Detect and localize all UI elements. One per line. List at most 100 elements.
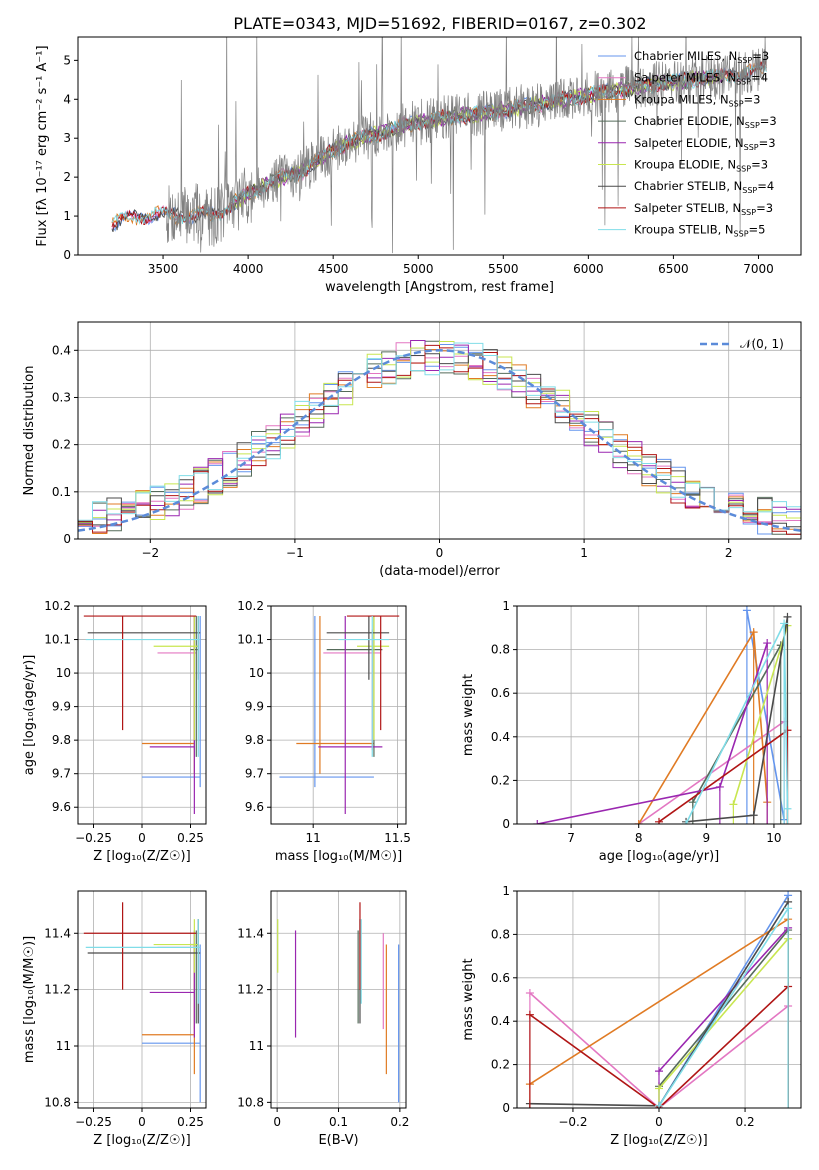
legend-text-part: Salpeter MILES, N xyxy=(634,71,736,85)
x-tick-label: 0 xyxy=(655,1115,663,1129)
plot-area xyxy=(83,902,201,1103)
y-tick-label: 0.6 xyxy=(491,686,510,700)
y-tick-label: 0.8 xyxy=(491,643,510,657)
x-tick-label: 7000 xyxy=(743,262,774,276)
y-tick-label: 4 xyxy=(63,92,71,106)
histogram-salpeter-stelib xyxy=(78,344,801,535)
y-tick-label: 3 xyxy=(63,131,71,145)
y-tick-label: 0.4 xyxy=(491,1014,510,1028)
y-tick-label: 0.4 xyxy=(491,730,510,744)
y-axis-label: mass [log₁₀(M/M☉)] xyxy=(22,936,37,1063)
x-axis-label: Z [log₁₀(Z/Z☉)] xyxy=(93,849,190,864)
x-tick-label: −0.2 xyxy=(558,1115,587,1129)
legend-text-part: Chabrier MILES, N xyxy=(634,49,737,63)
y-tick-label: 0.4 xyxy=(52,343,71,357)
y-tick-label: 9.8 xyxy=(52,733,71,747)
panel-spectrum: 3500 4000 4500 5000 5500 6000 6500 7000 0 1 2 3 4 5 wa… xyxy=(35,36,802,295)
weight-line xyxy=(638,629,768,824)
y-tick-label: 11 xyxy=(56,1039,71,1053)
plot-area xyxy=(83,615,201,814)
x-axis-label: (data-model)/error xyxy=(379,564,500,579)
y-axis-label: Normed distribution xyxy=(22,366,37,496)
panel-weight-vs-Z: −0.2 0 0.2 0 0.2 0.4 0.6 0.8 1 Z [log₁₀(Z/Z☉)] mas… xyxy=(461,884,802,1148)
weight-line xyxy=(658,729,788,823)
x-tick-label: −2 xyxy=(141,546,159,560)
legend-text-part: =3 xyxy=(744,92,761,106)
y-tick-label: 0.2 xyxy=(52,438,71,452)
plot-area xyxy=(533,606,792,824)
legend-text-part: SSP xyxy=(737,56,752,65)
legend-text-part: Kroupa STELIB, N xyxy=(634,223,734,237)
y-tick-label: 10.2 xyxy=(44,599,71,613)
y-tick-label: 9.7 xyxy=(52,767,71,781)
legend-entry: 𝒩(0, 1) xyxy=(740,337,784,351)
x-tick-label: 5000 xyxy=(403,262,434,276)
legend-entry: Salpeter ELODIE, NSSP=3 xyxy=(634,136,776,152)
y-tick-label: 0.8 xyxy=(491,927,510,941)
y-tick-label: 10.2 xyxy=(237,599,264,613)
y-tick-label: 9.8 xyxy=(245,733,264,747)
x-tick-label: 3500 xyxy=(148,262,179,276)
legend-text-part: =3 xyxy=(760,114,777,128)
weight-marker xyxy=(634,820,643,824)
x-tick-label: 0 xyxy=(436,546,444,560)
legend-entry: Salpeter MILES, NSSP=4 xyxy=(634,71,768,87)
x-tick-label: 0.25 xyxy=(177,1115,204,1129)
legend-text-part: Salpeter STELIB, N xyxy=(634,201,741,215)
y-tick-label: 0 xyxy=(63,248,71,262)
x-axis-label: mass [log₁₀(M/M☉)] xyxy=(275,849,402,864)
histogram-chabrier-stelib xyxy=(78,349,801,528)
legend-text-part: SSP xyxy=(742,186,757,195)
legend-entry: Kroupa MILES, NSSP=3 xyxy=(634,92,760,108)
y-tick-label: 9.7 xyxy=(245,767,264,781)
weight-line xyxy=(658,907,789,1107)
y-tick-label: 9.9 xyxy=(245,700,264,714)
legend-entry: Salpeter STELIB, NSSP=3 xyxy=(634,201,773,217)
plot-area xyxy=(279,615,400,814)
axes-frame xyxy=(516,605,802,825)
legend-text-part: =4 xyxy=(757,179,774,193)
x-tick-label: 10 xyxy=(766,831,781,845)
legend-text-part: =5 xyxy=(749,223,766,237)
x-tick-label: 0 xyxy=(273,1115,281,1129)
x-tick-label: 4000 xyxy=(233,262,264,276)
weight-line xyxy=(692,644,782,803)
legend-entry: Kroupa ELODIE, NSSP=3 xyxy=(634,158,768,174)
y-tick-label: 10.1 xyxy=(237,633,264,647)
data-spectrum xyxy=(166,37,767,254)
legend-text-part: SSP xyxy=(744,143,759,152)
y-tick-label: 0.1 xyxy=(52,485,71,499)
x-tick-label: 9 xyxy=(703,831,711,845)
y-tick-label: 9.6 xyxy=(245,800,264,814)
y-tick-label: 0 xyxy=(63,532,71,546)
legend-text-part: SSP xyxy=(741,208,756,217)
x-tick-label: 0.1 xyxy=(329,1115,348,1129)
legend-text-part: Chabrier ELODIE, N xyxy=(634,114,745,128)
legend-text-part: =3 xyxy=(751,158,768,172)
x-tick-label: 1 xyxy=(580,546,588,560)
legend-text-part: =3 xyxy=(759,136,776,150)
y-tick-label: 11.4 xyxy=(44,926,71,940)
weight-marker xyxy=(533,820,542,824)
y-axis-label: age [log₁₀(age/yr)] xyxy=(22,655,37,776)
legend-text-part: SSP xyxy=(736,78,751,87)
legend-text-part: Kroupa ELODIE, N xyxy=(634,158,736,172)
weight-line xyxy=(529,992,789,1108)
legend-text-part: SSP xyxy=(734,230,749,239)
x-axis-label: Z [log₁₀(Z/Z☉)] xyxy=(610,1133,707,1148)
x-tick-label: 6500 xyxy=(658,262,689,276)
y-tick-label: 9.9 xyxy=(52,700,71,714)
y-tick-label: 5 xyxy=(63,53,71,67)
y-tick-label: 11.2 xyxy=(44,983,71,997)
x-tick-label: 4500 xyxy=(318,262,349,276)
y-tick-label: 11.4 xyxy=(237,926,264,940)
x-tick-label: 0.25 xyxy=(177,831,204,845)
plot-area xyxy=(111,37,767,254)
panel-weight-vs-age: 7 8 9 10 0 0.2 0.4 0.6 0.8 1 age [log₁₀(age/yr)] ma… xyxy=(461,599,802,864)
y-axis-label: mass weight xyxy=(461,674,476,756)
panel-age-vs-mass: 11 11.5 9.6 9.7 9.8 9.9 10 10.1 10.2 mass [log₁₀(… xyxy=(237,599,411,864)
x-tick-label: 11 xyxy=(306,831,321,845)
y-tick-label: 1 xyxy=(502,884,510,898)
legend-text-part: SSP xyxy=(729,99,744,108)
weight-line xyxy=(658,938,789,1090)
